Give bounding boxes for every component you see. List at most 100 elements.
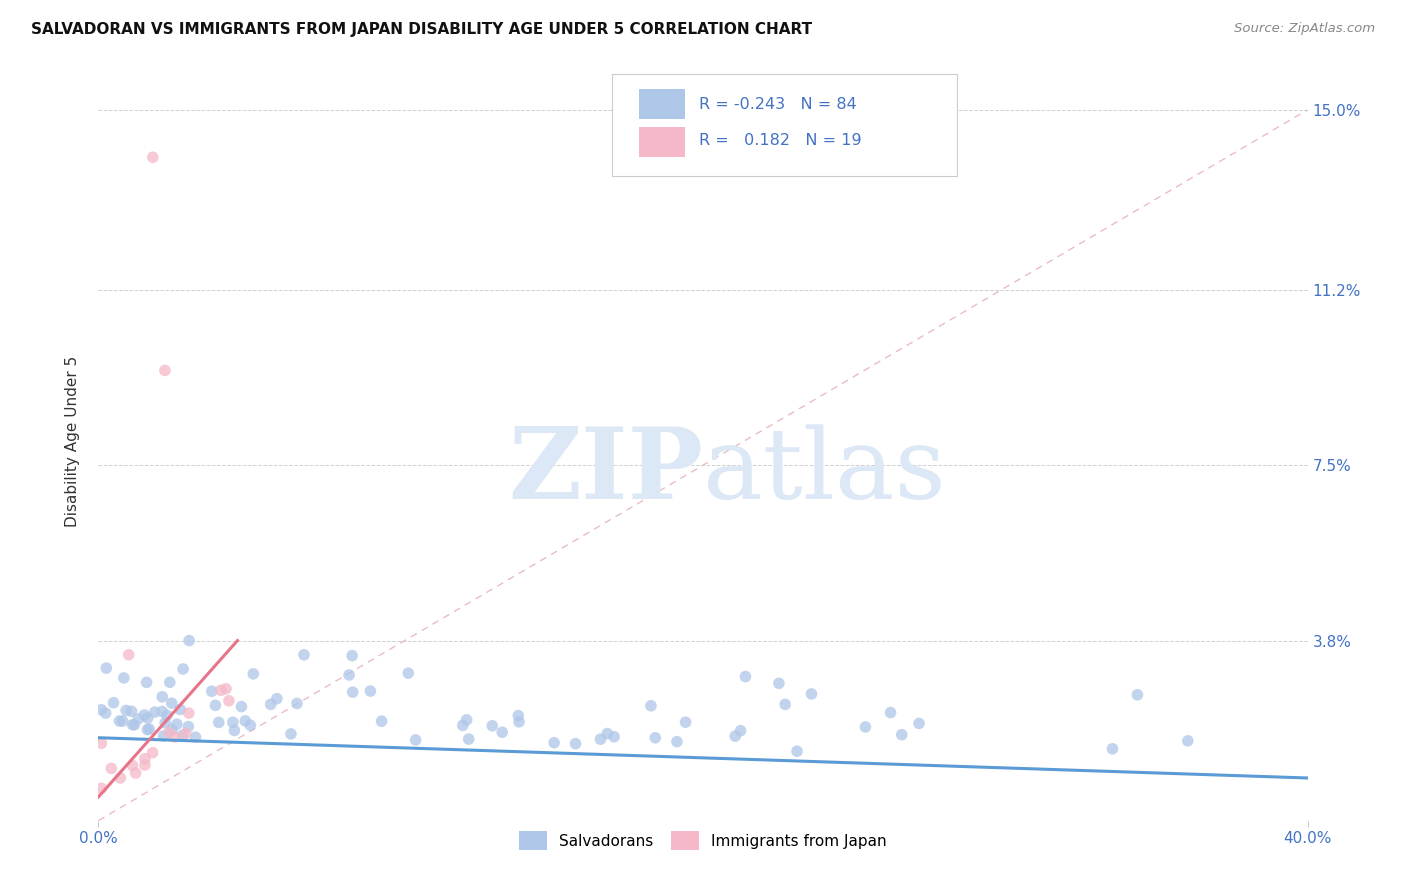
Point [118, 648, 141, 662]
Point [121, 758, 143, 772]
Point [342, 685, 364, 699]
Point [156, 708, 179, 723]
Point [224, 723, 246, 738]
Point [768, 676, 790, 690]
Point [121, 718, 143, 732]
Point [174, 726, 197, 740]
Point [169, 702, 191, 716]
Point [337, 668, 360, 682]
Point [233, 714, 256, 728]
Point [451, 718, 474, 732]
Point [222, 715, 245, 730]
Point [90, 736, 112, 750]
Point [134, 758, 156, 772]
Point [96, 661, 118, 675]
Bar [638, 127, 685, 157]
Point [231, 699, 253, 714]
Point [564, 737, 586, 751]
Point [103, 696, 125, 710]
FancyBboxPatch shape [613, 74, 957, 177]
Point [266, 691, 288, 706]
Text: atlas: atlas [703, 424, 946, 520]
Point [143, 705, 166, 719]
Point [135, 675, 157, 690]
Point [456, 713, 478, 727]
Point [160, 723, 183, 737]
Point [201, 684, 224, 698]
Point [675, 715, 697, 730]
Point [457, 732, 479, 747]
Point [405, 733, 427, 747]
Point [100, 761, 122, 775]
Point [136, 723, 159, 737]
Point [177, 720, 200, 734]
Point [157, 725, 180, 739]
Text: R = -0.243   N = 84: R = -0.243 N = 84 [699, 96, 858, 112]
Point [121, 704, 143, 718]
Point [142, 746, 165, 760]
Point [543, 736, 565, 750]
Point [209, 683, 232, 698]
Point [879, 706, 901, 720]
Point [204, 698, 226, 713]
Point [908, 716, 931, 731]
Point [111, 714, 134, 728]
Point [1177, 734, 1199, 748]
Text: R =   0.182   N = 19: R = 0.182 N = 19 [699, 133, 862, 148]
Point [359, 684, 381, 698]
Point [124, 766, 146, 780]
Point [215, 681, 238, 696]
Point [153, 715, 176, 730]
Point [112, 671, 135, 685]
Point [340, 648, 363, 663]
Point [208, 715, 231, 730]
Point [127, 712, 149, 726]
Point [159, 675, 181, 690]
Point [890, 728, 912, 742]
Point [218, 694, 240, 708]
Point [786, 744, 808, 758]
Point [134, 752, 156, 766]
Point [136, 711, 159, 725]
Point [124, 718, 146, 732]
Point [603, 730, 626, 744]
Point [142, 150, 165, 164]
Point [396, 666, 419, 681]
Point [508, 708, 530, 723]
Point [1126, 688, 1149, 702]
Point [589, 732, 612, 747]
Point [730, 723, 752, 738]
Point [172, 662, 194, 676]
Point [481, 719, 503, 733]
Point [800, 687, 823, 701]
Point [160, 696, 183, 710]
Point [153, 363, 176, 377]
Point [110, 771, 132, 785]
Point [280, 727, 302, 741]
Point [90, 703, 112, 717]
Point [179, 633, 201, 648]
Point [292, 648, 315, 662]
Point [242, 666, 264, 681]
Y-axis label: Disability Age Under 5: Disability Age Under 5 [65, 356, 80, 527]
Text: Source: ZipAtlas.com: Source: ZipAtlas.com [1234, 22, 1375, 36]
Point [491, 725, 513, 739]
Point [596, 726, 619, 740]
Point [724, 729, 747, 743]
Bar [638, 89, 685, 120]
Point [90, 781, 112, 796]
Point [773, 698, 796, 712]
Point [152, 729, 174, 743]
Point [855, 720, 877, 734]
Point [134, 708, 156, 723]
Point [94, 706, 117, 720]
Text: SALVADORAN VS IMMIGRANTS FROM JAPAN DISABILITY AGE UNDER 5 CORRELATION CHART: SALVADORAN VS IMMIGRANTS FROM JAPAN DISA… [31, 22, 813, 37]
Point [644, 731, 666, 745]
Point [734, 669, 756, 683]
Point [508, 714, 530, 729]
Point [239, 718, 262, 732]
Point [665, 734, 688, 748]
Point [150, 690, 173, 704]
Point [640, 698, 662, 713]
Point [177, 706, 200, 720]
